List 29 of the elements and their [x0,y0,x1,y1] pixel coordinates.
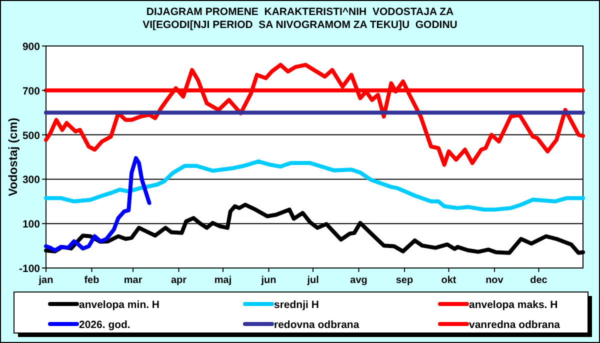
y-tick-label: -100 [18,263,40,275]
legend-label: vanredna odbrana [469,319,560,331]
y-tick-label: 100 [22,218,40,231]
legend-label: anvelopa min. H [79,299,160,311]
x-tick-label: avg [350,275,368,286]
chart-title: DIJAGRAM PROMENE KARAKTERISTI^NIH VODOSTAJA ZA VI[EGODI[NJI PERIOD SA NIVOGRAMOM ZA TEKU]U GODINU [142,6,458,32]
x-tick-label: mar [124,275,142,286]
x-tick-label: dec [530,275,548,286]
x-tick-label: feb [84,275,100,286]
legend-label: 2026. god. [79,319,130,331]
y-axis-title: Vodostaj (cm) [6,118,20,196]
x-tick-label: jan [38,275,54,286]
x-tick-label: nov [486,275,504,286]
line-series [44,156,152,252]
y-tick-label: 700 [22,85,40,98]
legend-label: anvelopa maks. H [469,299,558,311]
x-tick-label: maj [214,275,232,286]
x-tick-label: jul [306,275,320,286]
x-tick-label: sep [396,275,414,286]
x-tick-label: okt [441,275,457,286]
x-tick-label: jun [260,275,276,286]
y-tick-label: 500 [22,130,40,142]
y-tick-label: 900 [22,41,40,53]
legend-label: redovna odbrana [274,319,360,331]
line-series [44,62,585,167]
legend-label: srednji H [274,299,319,311]
line-series [44,159,585,212]
x-tick-label: apr [170,275,187,286]
y-tick-label: 300 [22,174,40,186]
